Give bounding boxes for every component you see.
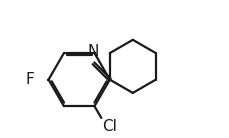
Text: Cl: Cl xyxy=(101,119,116,134)
Text: F: F xyxy=(25,72,34,87)
Text: N: N xyxy=(87,44,98,59)
